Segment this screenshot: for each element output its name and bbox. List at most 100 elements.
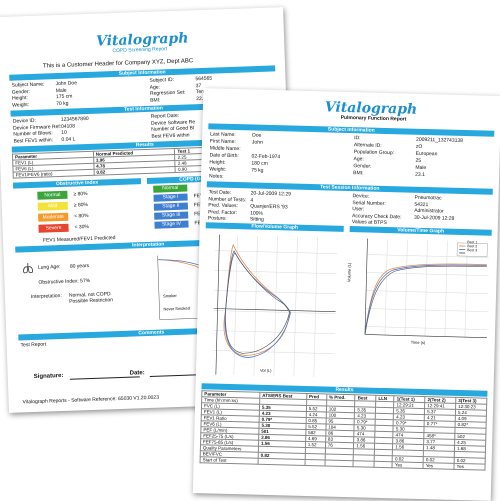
subject-field-value: 02-Feb-1974 bbox=[252, 153, 281, 160]
report-subtitle: COPD Screening Report bbox=[112, 46, 167, 54]
subject-field-value: John Doe bbox=[55, 80, 77, 87]
graph-legend-never-smoked: Never Smoked bbox=[163, 306, 190, 312]
session-field-label: User: bbox=[352, 206, 364, 212]
customer-header: This is a Customer Header for Company XY… bbox=[43, 58, 194, 69]
obstructive-caption: FEV1 Measured/FEV1 Predicted bbox=[43, 235, 116, 244]
vt-legend-best-3: Best 3 bbox=[467, 249, 477, 253]
copd-stage: Normal bbox=[153, 185, 187, 193]
lungs-icon bbox=[22, 262, 34, 274]
subject-field-label: Notes: bbox=[209, 173, 224, 179]
subject-field-value: 25 bbox=[415, 158, 421, 164]
subject-field-label: Regression Set: bbox=[150, 90, 186, 97]
lung-age-label: Lung Age: bbox=[38, 264, 61, 271]
session-field-label: Posture: bbox=[208, 215, 227, 221]
flow-volume-graph bbox=[204, 230, 342, 383]
subject-field-label: Middle Name: bbox=[210, 145, 241, 152]
session-field-value: 20-Jul-2009 12:29 bbox=[251, 190, 291, 197]
subject-field-label: ID: bbox=[354, 135, 361, 141]
table-cell bbox=[258, 458, 305, 465]
subject-field-value: 175 cm bbox=[56, 94, 73, 101]
table-cell bbox=[374, 461, 392, 467]
session-field-label: Device: bbox=[352, 193, 369, 199]
lung-age-value: 80 years bbox=[70, 263, 89, 270]
subject-field-label: Last Name: bbox=[210, 131, 236, 138]
subject-field-label: Population Group: bbox=[354, 149, 394, 156]
report-subtitle-2: Pulmonary Function Report bbox=[341, 115, 407, 123]
obstructive-band: Moderate bbox=[38, 213, 68, 222]
table-cell: Yes bbox=[423, 463, 454, 470]
date-label: Date: bbox=[130, 370, 145, 377]
obstructive-band-range: < 30% bbox=[74, 224, 89, 230]
copd-stage: Stage III bbox=[154, 212, 188, 220]
test-field-value: 0.04 L bbox=[61, 136, 75, 142]
signature-label: Signature: bbox=[34, 373, 64, 380]
subject-field-value: Male bbox=[415, 165, 426, 171]
subject-field-label: Height: bbox=[209, 159, 225, 165]
obstructive-band-range: < 80% bbox=[74, 213, 89, 219]
session-field-value: 30-Jul-2009 12:28 bbox=[414, 214, 454, 221]
session-field-value: 54321 bbox=[414, 201, 428, 207]
table-cell bbox=[353, 461, 374, 468]
subject-field-label: Gender: bbox=[353, 163, 371, 169]
interpretation-label: Interpretation: bbox=[31, 293, 62, 300]
subject-field-value: European bbox=[416, 151, 438, 158]
copd-stage: Stage II bbox=[154, 203, 188, 211]
session-field-label: Values at BTPS bbox=[352, 219, 387, 226]
obstructive-index-scale: Normal≥ 80%Mild≥ 80%Moderate< 80%Severe<… bbox=[0, 7, 283, 17]
graph-legend-smoker: Smoker bbox=[163, 293, 177, 298]
subject-field-label: BMI: bbox=[150, 97, 160, 103]
subject-field-label: First Name: bbox=[210, 138, 236, 145]
obstructive-index-bar: Obstructive Index bbox=[13, 178, 141, 188]
obstructive-band: Normal bbox=[37, 191, 67, 200]
test-field-value: 10 bbox=[61, 130, 67, 136]
subject-field-value: 564565 bbox=[195, 76, 212, 83]
obstructive-band: Severe bbox=[38, 224, 68, 233]
session-field-value: 4 bbox=[250, 197, 253, 203]
subject-field-label: Age: bbox=[150, 84, 161, 90]
obstructive-index-value: Obstructive Index: 57% bbox=[38, 278, 90, 286]
test-field-label: Best FEV1 within: bbox=[13, 137, 53, 144]
session-field-value: 100% bbox=[250, 210, 263, 216]
pulmonary-function-report-sheet: Vitalograph Pulmonary Function Report Su… bbox=[193, 88, 500, 501]
subject-field-label: Age: bbox=[353, 156, 363, 162]
comment-text: Test Report bbox=[21, 342, 47, 349]
obstructive-band-range: ≥ 80% bbox=[73, 191, 87, 197]
copd-stage: Stage IV bbox=[154, 221, 188, 229]
subject-field-value: 180 cm bbox=[251, 160, 268, 166]
test-field-label: Best FEV6 within bbox=[151, 132, 189, 139]
table-cell: Yes bbox=[454, 463, 485, 470]
subject-field-value: 2009211_132743138 bbox=[416, 137, 463, 144]
obstructive-band-range: ≥ 80% bbox=[74, 202, 88, 208]
subject-field-value: Doe bbox=[252, 132, 261, 138]
test-field-value: 1234567890 bbox=[61, 116, 89, 123]
signature-line bbox=[70, 376, 140, 379]
session-field-value: Sitting bbox=[250, 216, 264, 222]
test-field-value: 04108 bbox=[61, 123, 75, 129]
footer-software-reference: Vitalograph Reports - Software Reference… bbox=[23, 395, 160, 406]
table-cell bbox=[325, 460, 354, 467]
subject-field-value: 37 bbox=[196, 82, 202, 88]
subject-field-value: 75 kg bbox=[251, 167, 263, 173]
flow-volume-x-label: Vol (L) bbox=[260, 368, 272, 373]
obstructive-band: Mild bbox=[38, 202, 68, 211]
volume-time-y-label: Volume (L) bbox=[346, 263, 352, 282]
subject-field-label: Alternate ID: bbox=[354, 142, 382, 149]
subject-field-value: 23.1 bbox=[415, 172, 425, 178]
volume-time-x-label: Time (s) bbox=[411, 340, 426, 345]
subject-field-label: BMI: bbox=[353, 170, 363, 176]
subject-field-label: Weight: bbox=[12, 102, 29, 109]
table-cell: Start of Test bbox=[200, 457, 258, 465]
subject-field-value: 70 kg bbox=[56, 100, 68, 106]
table-cell bbox=[305, 459, 325, 466]
subject-field-label: Subject ID: bbox=[149, 77, 174, 84]
subject-field-label: Weight: bbox=[209, 166, 226, 172]
table-cell: Yes bbox=[392, 462, 423, 469]
subject-field-value: John bbox=[252, 139, 263, 145]
copd-stage: Stage I bbox=[153, 194, 187, 202]
